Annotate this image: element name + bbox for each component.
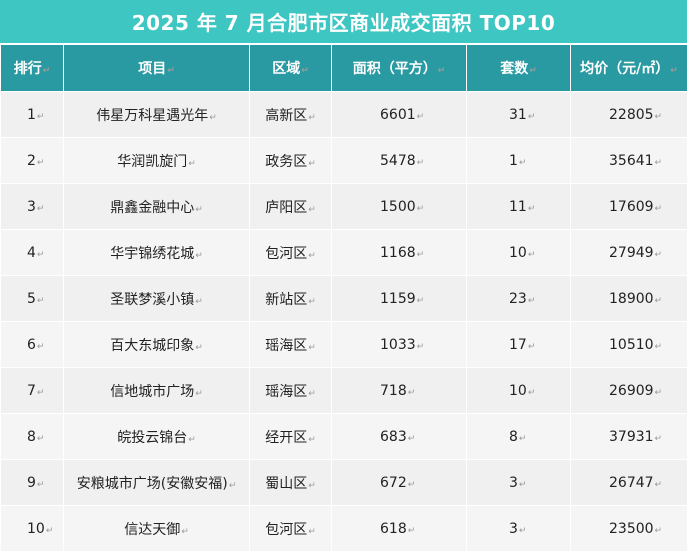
cell-project: 圣联梦溪小镇↵ bbox=[63, 275, 250, 322]
cell-rank: 3↵ bbox=[0, 183, 64, 230]
cell-district: 政务区↵ bbox=[249, 137, 332, 184]
cell-sets: 3↵ bbox=[466, 459, 571, 506]
header-area: 面积（平方）↵ bbox=[331, 44, 467, 92]
cell-sets: 10↵ bbox=[466, 229, 571, 276]
cell-price: 26909↵ bbox=[570, 367, 687, 414]
cell-area: 618↵ bbox=[331, 505, 467, 552]
table-row: 2↵ 华润凯旋门↵ 政务区↵ 5478↵ 1↵ 35641↵ bbox=[0, 137, 687, 184]
table-row: 4↵ 华宇锦绣花城↵ 包河区↵ 1168↵ 10↵ 27949↵ bbox=[0, 229, 687, 276]
table-row: 1↵ 伟星万科星遇光年↵ 高新区↵ 6601↵ 31↵ 22805↵ bbox=[0, 91, 687, 138]
cell-rank: 8↵ bbox=[0, 413, 64, 460]
cell-price: 18900↵ bbox=[570, 275, 687, 322]
cell-project: 华润凯旋门↵ bbox=[63, 137, 250, 184]
cell-district: 庐阳区↵ bbox=[249, 183, 332, 230]
cell-district: 高新区↵ bbox=[249, 91, 332, 138]
cell-area: 683↵ bbox=[331, 413, 467, 460]
cell-project: 伟星万科星遇光年↵ bbox=[63, 91, 250, 138]
cell-rank: 4↵ bbox=[0, 229, 64, 276]
cell-district: 包河区↵ bbox=[249, 229, 332, 276]
header-row: 排行↵ 项目↵ 区域↵ 面积（平方）↵ 套数↵ 均价（元/㎡）↵ bbox=[0, 44, 687, 92]
cell-price: 37931↵ bbox=[570, 413, 687, 460]
cell-district: 包河区↵ bbox=[249, 505, 332, 552]
cell-area: 672↵ bbox=[331, 459, 467, 506]
cell-price: 26747↵ bbox=[570, 459, 687, 506]
table-row: 10↵ 信达天御↵ 包河区↵ 618↵ 3↵ 23500↵ bbox=[0, 505, 687, 552]
cell-sets: 11↵ bbox=[466, 183, 571, 230]
cell-rank: 6↵ bbox=[0, 321, 64, 368]
cell-area: 1168↵ bbox=[331, 229, 467, 276]
cell-sets: 31↵ bbox=[466, 91, 571, 138]
cell-rank: 7↵ bbox=[0, 367, 64, 414]
table-title: 2025 年 7 月合肥市区商业成交面积 TOP10 bbox=[0, 0, 687, 43]
cell-rank: 9↵ bbox=[0, 459, 64, 506]
cell-project: 皖投云锦台↵ bbox=[63, 413, 250, 460]
header-project: 项目↵ bbox=[63, 44, 250, 92]
header-sets: 套数↵ bbox=[466, 44, 571, 92]
cell-sets: 8↵ bbox=[466, 413, 571, 460]
cell-district: 经开区↵ bbox=[249, 413, 332, 460]
cell-sets: 10↵ bbox=[466, 367, 571, 414]
cell-rank: 2↵ bbox=[0, 137, 64, 184]
cell-rank: 1↵ bbox=[0, 91, 64, 138]
table-row: 8↵ 皖投云锦台↵ 经开区↵ 683↵ 8↵ 37931↵ bbox=[0, 413, 687, 460]
table-row: 3↵ 鼎鑫金融中心↵ 庐阳区↵ 1500↵ 11↵ 17609↵ bbox=[0, 183, 687, 230]
cell-area: 718↵ bbox=[331, 367, 467, 414]
cell-area: 1159↵ bbox=[331, 275, 467, 322]
cell-project: 信达天御↵ bbox=[63, 505, 250, 552]
header-district: 区域↵ bbox=[249, 44, 332, 92]
cell-price: 17609↵ bbox=[570, 183, 687, 230]
cell-district: 蜀山区↵ bbox=[249, 459, 332, 506]
table-row: 9↵ 安粮城市广场(安徽安福)↵ 蜀山区↵ 672↵ 3↵ 26747↵ bbox=[0, 459, 687, 506]
cell-project: 信地城市广场↵ bbox=[63, 367, 250, 414]
cell-area: 5478↵ bbox=[331, 137, 467, 184]
cell-project: 百大东城印象↵ bbox=[63, 321, 250, 368]
cell-sets: 1↵ bbox=[466, 137, 571, 184]
cell-price: 22805↵ bbox=[570, 91, 687, 138]
header-rank: 排行↵ bbox=[0, 44, 64, 92]
cell-price: 35641↵ bbox=[570, 137, 687, 184]
cell-project: 安粮城市广场(安徽安福)↵ bbox=[63, 459, 250, 506]
cell-district: 瑶海区↵ bbox=[249, 367, 332, 414]
cell-area: 1033↵ bbox=[331, 321, 467, 368]
cell-price: 23500↵ bbox=[570, 505, 687, 552]
cell-project: 鼎鑫金融中心↵ bbox=[63, 183, 250, 230]
cell-district: 新站区↵ bbox=[249, 275, 332, 322]
header-price: 均价（元/㎡）↵ bbox=[570, 44, 687, 92]
cell-sets: 23↵ bbox=[466, 275, 571, 322]
table-body: 1↵ 伟星万科星遇光年↵ 高新区↵ 6601↵ 31↵ 22805↵ 2↵ 华润凯旋门↵ 政务区… bbox=[0, 91, 687, 552]
table-row: 5↵ 圣联梦溪小镇↵ 新站区↵ 1159↵ 23↵ 18900↵ bbox=[0, 275, 687, 322]
cell-rank: 5↵ bbox=[0, 275, 64, 322]
cell-area: 1500↵ bbox=[331, 183, 467, 230]
table-row: 7↵ 信地城市广场↵ 瑶海区↵ 718↵ 10↵ 26909↵ bbox=[0, 367, 687, 414]
cell-area: 6601↵ bbox=[331, 91, 467, 138]
cell-price: 10510↵ bbox=[570, 321, 687, 368]
cell-district: 瑶海区↵ bbox=[249, 321, 332, 368]
cell-sets: 3↵ bbox=[466, 505, 571, 552]
cell-price: 27949↵ bbox=[570, 229, 687, 276]
cell-project: 华宇锦绣花城↵ bbox=[63, 229, 250, 276]
ranking-table: 排行↵ 项目↵ 区域↵ 面积（平方）↵ 套数↵ 均价（元/㎡）↵ 1↵ 伟星万科星… bbox=[0, 44, 687, 552]
cell-sets: 17↵ bbox=[466, 321, 571, 368]
cell-rank: 10↵ bbox=[0, 505, 64, 552]
table-row: 6↵ 百大东城印象↵ 瑶海区↵ 1033↵ 17↵ 10510↵ bbox=[0, 321, 687, 368]
